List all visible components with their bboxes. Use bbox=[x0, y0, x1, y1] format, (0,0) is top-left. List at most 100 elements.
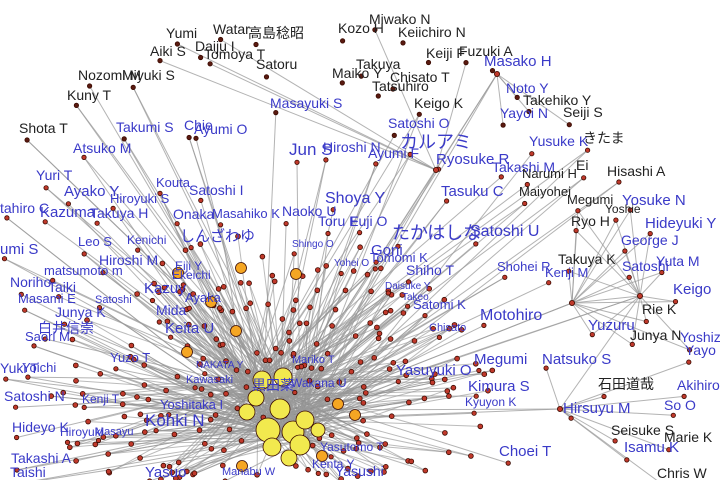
node-label-30: Satoshi O bbox=[388, 115, 450, 131]
node-86 bbox=[422, 467, 429, 474]
node-280 bbox=[356, 230, 363, 236]
node-7 bbox=[134, 394, 140, 400]
node-366 bbox=[432, 166, 439, 173]
node-92 bbox=[141, 382, 148, 388]
node-264 bbox=[65, 201, 72, 207]
node-81 bbox=[446, 325, 453, 332]
node-240 bbox=[416, 111, 422, 117]
node-337 bbox=[473, 393, 479, 399]
edge-407 bbox=[629, 209, 641, 297]
node-254 bbox=[294, 159, 300, 165]
edge-555 bbox=[274, 169, 437, 421]
node-label-107: Mariko T bbox=[292, 354, 335, 366]
edge-525 bbox=[156, 429, 271, 432]
edge-451 bbox=[568, 271, 573, 304]
node-26 bbox=[220, 462, 226, 469]
edge-452 bbox=[639, 272, 663, 297]
node-25 bbox=[243, 384, 250, 390]
edge-422 bbox=[304, 233, 329, 441]
edge-477 bbox=[571, 302, 647, 322]
node-label-20: Kuny T bbox=[67, 87, 112, 103]
node-label-21: Keigo K bbox=[414, 95, 464, 111]
node-label-34: Atsuko M bbox=[73, 140, 131, 156]
node-244 bbox=[566, 122, 572, 128]
node-label-17: Chisato T bbox=[390, 69, 450, 85]
node-154 bbox=[432, 371, 438, 377]
node-label-63: Hideyuki Y bbox=[645, 215, 716, 232]
node-339 bbox=[681, 393, 687, 399]
node-label-85: Noriho bbox=[10, 274, 51, 290]
edge-354 bbox=[435, 62, 467, 171]
edge-546 bbox=[299, 73, 498, 411]
node-152 bbox=[164, 318, 171, 325]
node-label-99: Motohiro bbox=[480, 307, 542, 324]
node-374 bbox=[236, 460, 248, 472]
node-315 bbox=[42, 336, 48, 342]
node-label-10: Fuzuki A bbox=[459, 43, 513, 59]
node-label-18: Tatsuhiro bbox=[372, 78, 429, 94]
edge-531 bbox=[257, 379, 332, 458]
node-label-65: Satoshi U bbox=[470, 223, 539, 240]
node-151 bbox=[442, 430, 448, 436]
node-166 bbox=[201, 323, 208, 329]
node-label-72: George J bbox=[621, 232, 679, 248]
node-341 bbox=[81, 404, 87, 410]
node-127 bbox=[382, 463, 389, 470]
node-235 bbox=[339, 80, 345, 86]
node-183 bbox=[215, 286, 222, 292]
node-98 bbox=[296, 320, 303, 327]
node-201 bbox=[158, 412, 164, 419]
node-24 bbox=[309, 442, 316, 449]
node-132 bbox=[134, 291, 140, 297]
node-236 bbox=[390, 86, 396, 92]
node-0 bbox=[354, 473, 361, 479]
node-186 bbox=[105, 451, 111, 457]
node-210 bbox=[169, 469, 175, 476]
node-221 bbox=[253, 41, 259, 48]
node-label-23: Masayuki S bbox=[270, 95, 342, 111]
node-225 bbox=[157, 57, 163, 64]
node-label-130: Seisuke S bbox=[611, 422, 674, 438]
node-93 bbox=[221, 447, 227, 454]
node-label-38: Ryosuke R bbox=[436, 151, 510, 168]
node-29 bbox=[84, 317, 90, 323]
node-180 bbox=[332, 306, 339, 313]
node-label-116: Kawasaki bbox=[186, 374, 233, 386]
node-350 bbox=[666, 447, 672, 453]
node-161 bbox=[356, 395, 363, 402]
edge-551 bbox=[274, 302, 573, 421]
node-372 bbox=[181, 346, 193, 358]
node-252 bbox=[407, 151, 413, 157]
node-249 bbox=[391, 132, 397, 138]
node-348 bbox=[64, 439, 71, 445]
edge-365 bbox=[261, 112, 277, 419]
node-206 bbox=[355, 440, 362, 446]
node-40 bbox=[308, 365, 315, 371]
node-303 bbox=[626, 274, 632, 280]
node-179 bbox=[271, 278, 278, 285]
node-167 bbox=[266, 357, 273, 364]
node-label-56: Takuya H bbox=[90, 205, 148, 221]
edge-415 bbox=[6, 217, 286, 437]
node-68 bbox=[279, 316, 286, 322]
node-387 bbox=[280, 449, 298, 467]
node-63 bbox=[246, 280, 252, 287]
node-label-62: Ryo H bbox=[571, 213, 610, 229]
node-138 bbox=[235, 233, 241, 240]
node-label-52: Shoya Y bbox=[325, 190, 386, 207]
node-128 bbox=[163, 387, 169, 394]
node-194 bbox=[371, 354, 378, 361]
node-label-35: Jun S bbox=[289, 140, 332, 159]
edge-441 bbox=[571, 250, 626, 304]
node-label-66: umi S bbox=[0, 241, 38, 258]
edge-352 bbox=[159, 60, 437, 171]
node-label-13: Miyuki S bbox=[122, 67, 175, 83]
node-148 bbox=[97, 370, 104, 377]
node-317 bbox=[156, 319, 162, 325]
edge-467 bbox=[24, 309, 271, 431]
node-label-93: Satomi K bbox=[413, 297, 466, 312]
node-140 bbox=[348, 368, 355, 375]
node-199 bbox=[219, 341, 226, 348]
node-50 bbox=[215, 376, 222, 383]
node-117 bbox=[160, 462, 167, 469]
